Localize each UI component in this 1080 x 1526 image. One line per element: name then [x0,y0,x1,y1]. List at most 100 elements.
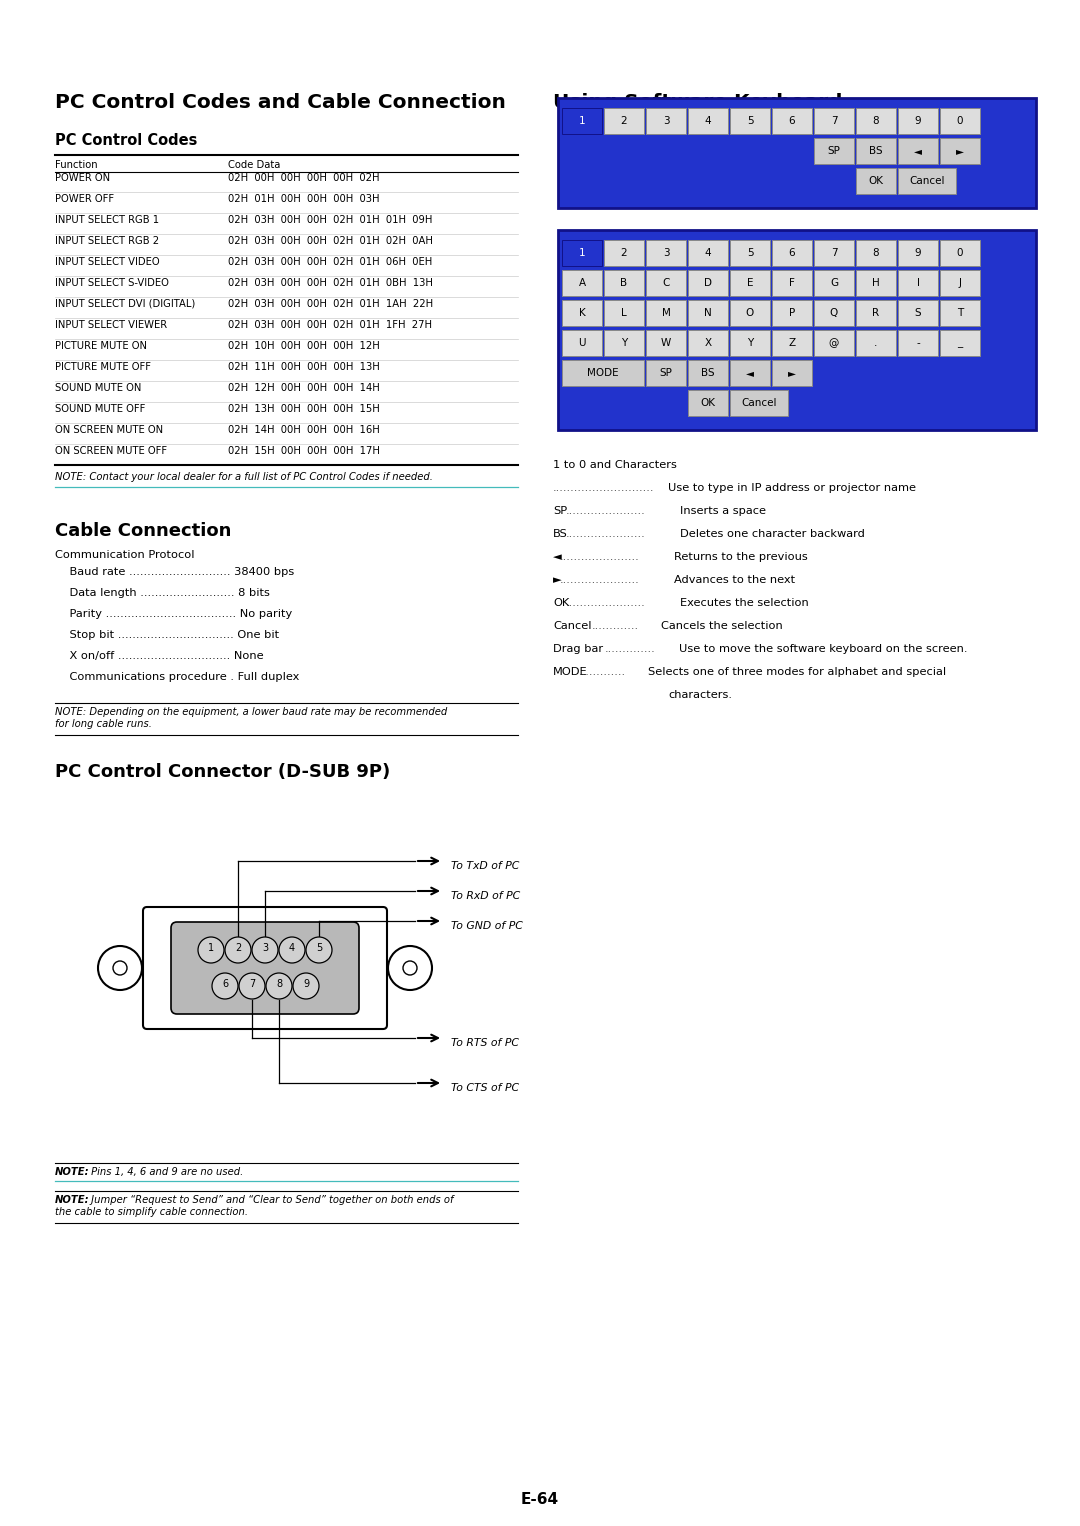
Text: 8: 8 [275,980,282,989]
Text: the cable to simplify cable connection.: the cable to simplify cable connection. [55,1207,248,1218]
Text: PICTURE MUTE OFF: PICTURE MUTE OFF [55,362,151,372]
Text: Jumper “Request to Send” and “Clear to Send” together on both ends of: Jumper “Request to Send” and “Clear to S… [87,1195,454,1206]
Bar [940,240,980,266]
Text: NOTE: Contact your local dealer for a full list of PC Control Codes if needed.: NOTE: Contact your local dealer for a fu… [55,472,433,482]
Text: D: D [704,278,712,288]
Text: 02H  03H  00H  00H  02H  01H  06H  0EH: 02H 03H 00H 00H 02H 01H 06H 0EH [228,256,432,267]
Text: Y: Y [621,337,627,348]
Text: Drag bar: Drag bar [553,644,603,655]
Text: 02H  14H  00H  00H  00H  16H: 02H 14H 00H 00H 00H 16H [228,426,380,435]
Bar [772,301,812,327]
Text: W: W [661,337,671,348]
Text: K: K [579,308,585,317]
Bar [940,270,980,296]
Text: 6: 6 [788,249,795,258]
Bar [897,168,956,194]
Text: 9: 9 [915,116,921,127]
Bar [688,391,728,417]
Circle shape [212,974,238,1000]
Text: Baud rate ............................ 38400 bps: Baud rate ............................ 3… [55,568,294,577]
Text: 7: 7 [831,249,837,258]
Text: 02H  03H  00H  00H  02H  01H  0BH  13H: 02H 03H 00H 00H 02H 01H 0BH 13H [228,278,433,288]
Text: OK: OK [553,598,569,607]
Bar [646,360,686,386]
Bar [814,137,854,163]
Text: 3: 3 [262,943,268,954]
Text: Executes the selection: Executes the selection [680,598,809,607]
Circle shape [225,937,251,963]
Text: R: R [873,308,879,317]
Bar [730,240,770,266]
Bar [814,330,854,356]
Text: 1: 1 [579,249,585,258]
Text: ......................: ...................... [559,552,639,562]
Text: 02H  00H  00H  00H  00H  02H: 02H 00H 00H 00H 00H 02H [228,172,379,183]
Text: 2: 2 [234,943,241,954]
Text: T: T [957,308,963,317]
Text: Q: Q [829,308,838,317]
Bar [897,108,939,134]
Bar [730,360,770,386]
Text: ............................: ............................ [553,484,654,493]
Text: 02H  03H  00H  00H  02H  01H  1FH  27H: 02H 03H 00H 00H 02H 01H 1FH 27H [228,320,432,330]
Bar [897,137,939,163]
Text: To RTS of PC: To RTS of PC [451,1038,519,1048]
Bar [730,108,770,134]
Circle shape [239,974,265,1000]
Bar [897,330,939,356]
Text: To GND of PC: To GND of PC [451,922,523,931]
Text: MODE: MODE [553,667,588,678]
Bar [688,270,728,296]
Bar [772,360,812,386]
Text: X on/off ............................... None: X on/off ...............................… [55,652,264,661]
Text: ON SCREEN MUTE OFF: ON SCREEN MUTE OFF [55,446,167,456]
Circle shape [266,974,292,1000]
Text: ◄: ◄ [553,552,562,562]
Bar [897,270,939,296]
Bar [856,137,896,163]
Bar [562,360,644,386]
Bar [730,301,770,327]
Text: NOTE:: NOTE: [55,1195,90,1206]
Text: 02H  03H  00H  00H  02H  01H  02H  0AH: 02H 03H 00H 00H 02H 01H 02H 0AH [228,237,433,246]
Text: Function: Function [55,160,97,169]
Text: ◄: ◄ [914,146,922,156]
Text: A: A [579,278,585,288]
Text: 4: 4 [704,249,712,258]
Text: 02H  01H  00H  00H  00H  03H: 02H 01H 00H 00H 00H 03H [228,194,379,204]
Bar [604,270,644,296]
Bar [772,240,812,266]
Text: To TxD of PC: To TxD of PC [451,861,519,871]
Text: 6: 6 [221,980,228,989]
Text: 02H  13H  00H  00H  00H  15H: 02H 13H 00H 00H 00H 15H [228,404,380,414]
Text: ►: ► [788,368,796,378]
Bar [856,301,896,327]
Bar [897,240,939,266]
Text: 9: 9 [915,249,921,258]
Text: .............: ............. [579,667,626,678]
Text: SP: SP [660,368,673,378]
Text: Cancel: Cancel [553,621,592,630]
Text: 7: 7 [248,980,255,989]
Bar [558,230,1036,430]
Bar [558,98,1036,208]
Text: P: P [788,308,795,317]
Text: 9: 9 [302,980,309,989]
Text: H: H [873,278,880,288]
Text: Pins 1, 4, 6 and 9 are no used.: Pins 1, 4, 6 and 9 are no used. [87,1167,243,1177]
Text: NOTE: Depending on the equipment, a lower baud rate may be recommended: NOTE: Depending on the equipment, a lowe… [55,707,447,717]
Text: Selects one of three modes for alphabet and special: Selects one of three modes for alphabet … [648,667,946,678]
Text: INPUT SELECT DVI (DIGITAL): INPUT SELECT DVI (DIGITAL) [55,299,195,308]
Text: I: I [917,278,919,288]
Text: S: S [915,308,921,317]
Text: INPUT SELECT RGB 2: INPUT SELECT RGB 2 [55,237,159,246]
Text: 5: 5 [746,249,754,258]
Text: Cancel: Cancel [909,175,945,186]
Bar [688,301,728,327]
Bar [604,108,644,134]
Text: PC Control Codes and Cable Connection: PC Control Codes and Cable Connection [55,93,505,111]
Text: BS: BS [553,530,568,539]
Text: U: U [578,337,585,348]
Text: ......................: ...................... [566,598,646,607]
FancyBboxPatch shape [171,922,359,1013]
